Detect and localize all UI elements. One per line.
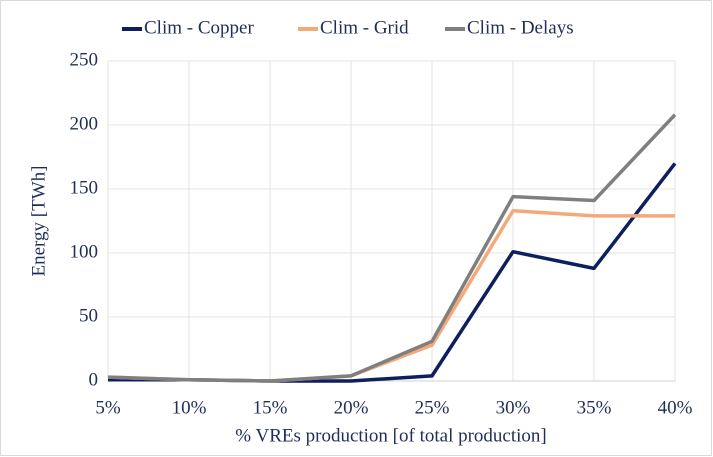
x-tick-label: 15%	[253, 397, 288, 418]
x-tick-label: 5%	[95, 397, 121, 418]
y-tick-label: 0	[89, 369, 99, 390]
x-axis-label: % VREs production [of total production]	[235, 425, 547, 446]
y-tick-label: 100	[70, 241, 99, 262]
data-line	[107, 113, 677, 383]
y-tick-label: 150	[70, 177, 99, 198]
x-tick-label: 20%	[334, 397, 369, 418]
legend-label: Clim - Copper	[144, 17, 254, 38]
x-tick-label: 30%	[496, 397, 531, 418]
y-axis-label: Energy [TWh]	[28, 166, 49, 277]
y-tick-label: 50	[79, 305, 98, 326]
x-tick-label: 40%	[658, 397, 693, 418]
x-tick-label: 10%	[172, 397, 207, 418]
y-tick-label: 250	[70, 49, 99, 70]
x-tick-label: 35%	[577, 397, 612, 418]
legend-label: Clim - Delays	[467, 17, 574, 38]
y-tick-label: 200	[70, 113, 99, 134]
legend-label: Clim - Grid	[320, 17, 409, 38]
x-tick-label: 25%	[415, 397, 450, 418]
